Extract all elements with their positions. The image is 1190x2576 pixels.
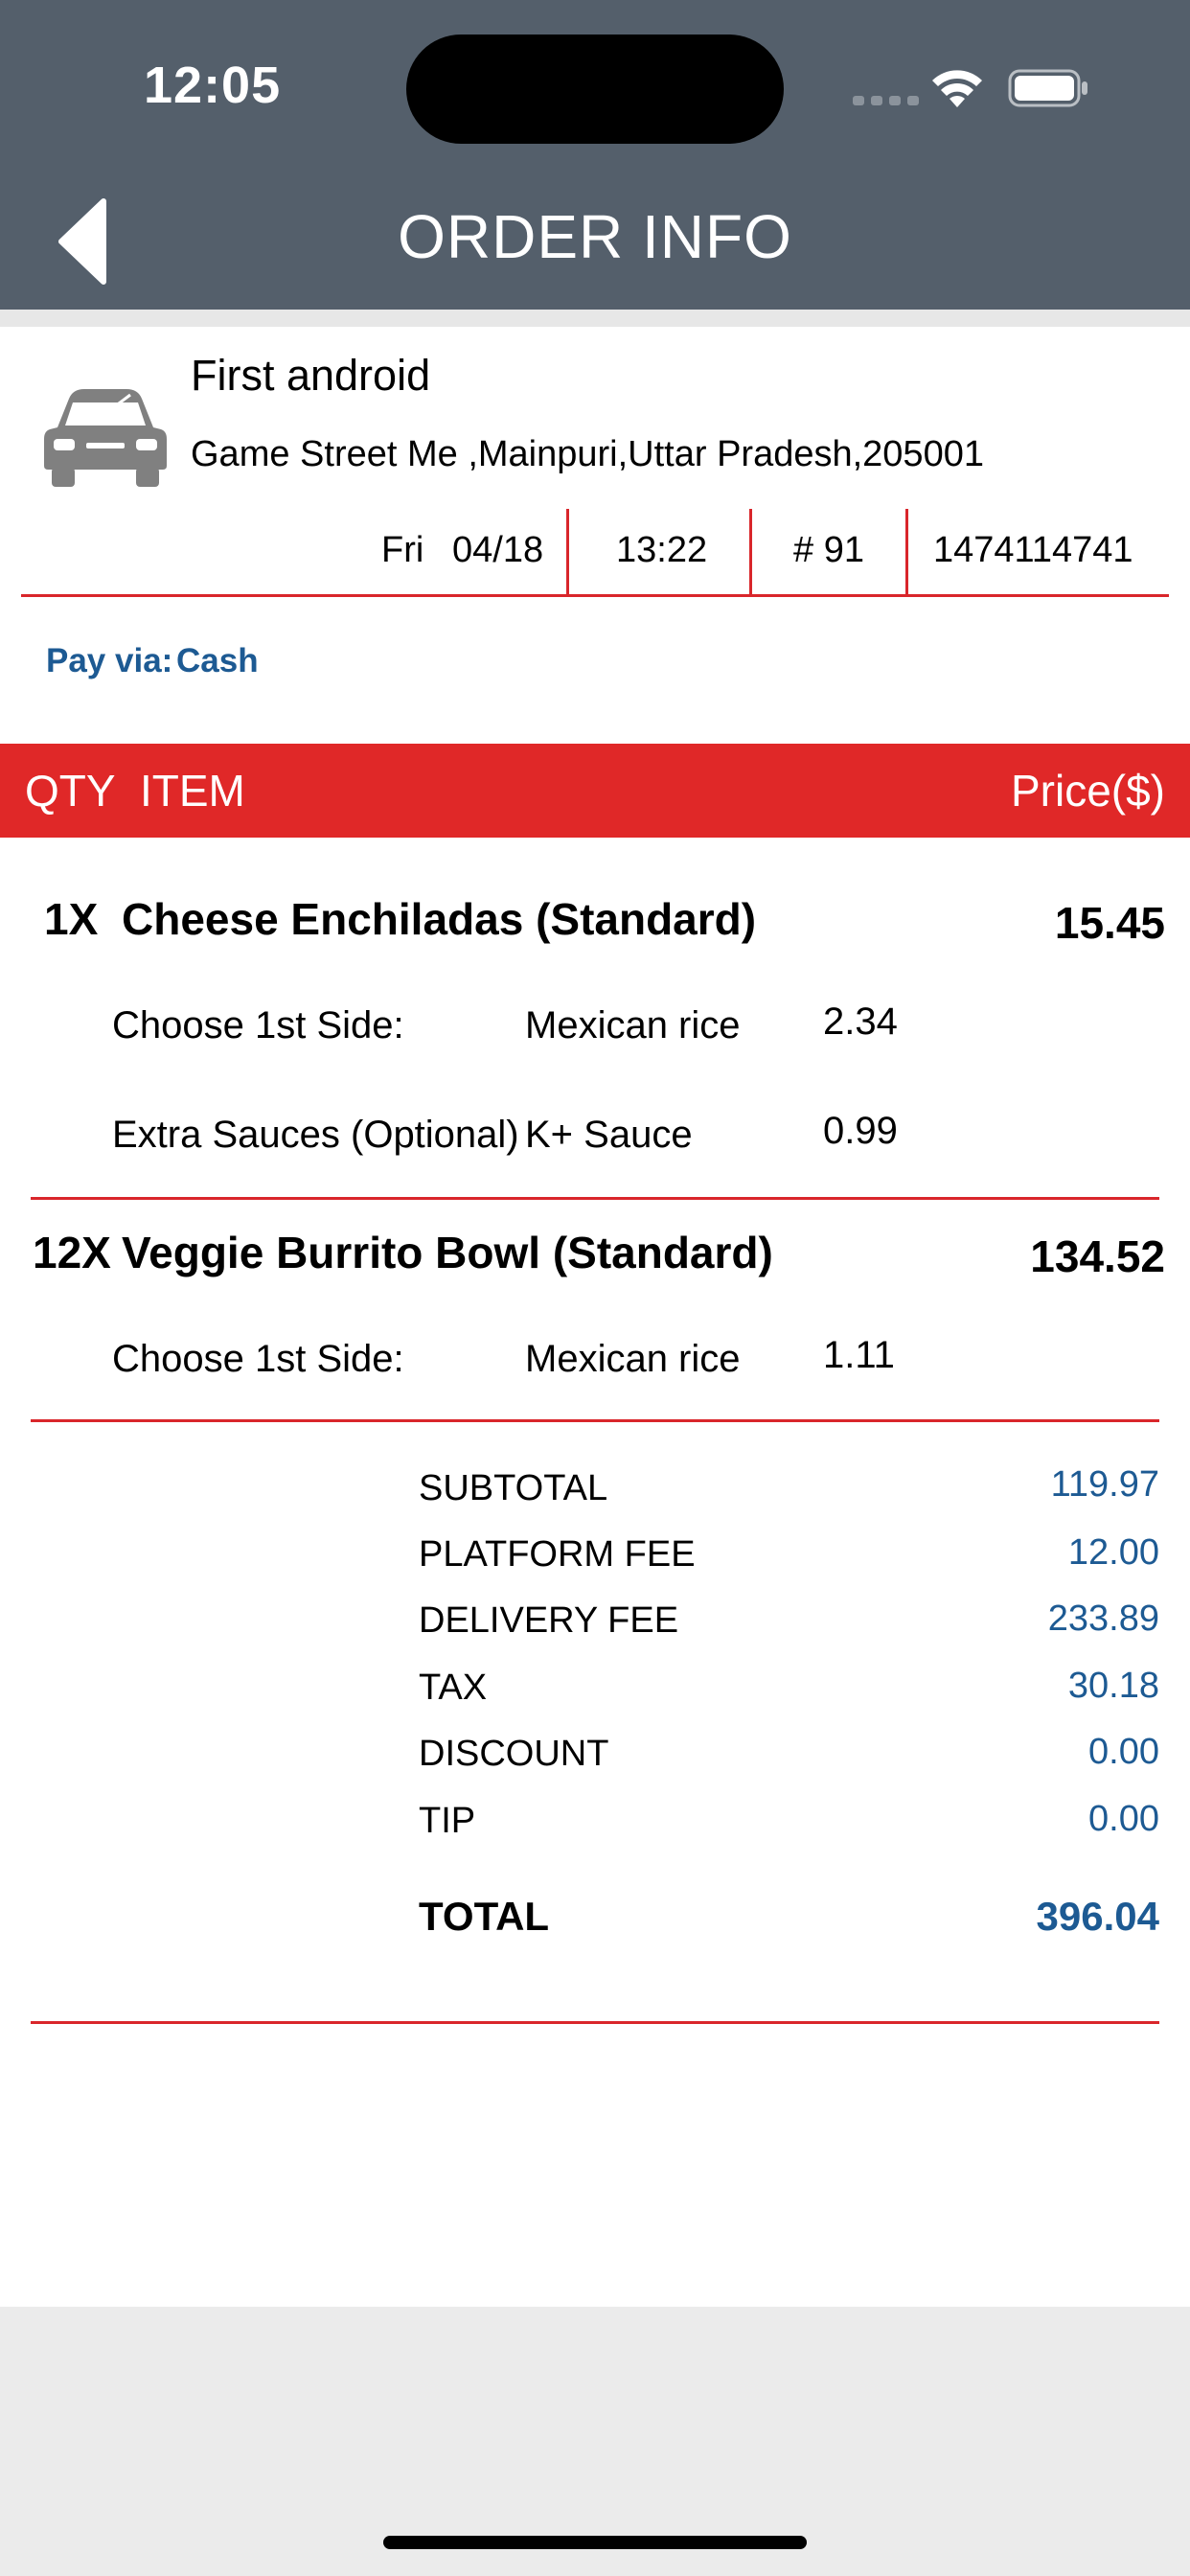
discount-label: DISCOUNT	[419, 1734, 609, 1774]
wifi-icon	[929, 67, 985, 109]
item-qty: 12X	[33, 1228, 111, 1277]
item-price: 15.45	[1054, 898, 1165, 948]
total-label: TOTAL	[419, 1894, 550, 1939]
delivery-fee-value: 233.89	[1047, 1598, 1159, 1639]
tip-label: TIP	[419, 1801, 476, 1841]
item-qty: 1X	[44, 894, 99, 944]
pay-via-label: Pay via:	[46, 642, 173, 679]
dynamic-island	[406, 34, 784, 144]
option-price: 0.99	[823, 1110, 898, 1152]
back-arrow-icon[interactable]	[56, 197, 109, 286]
info-divider	[905, 509, 908, 595]
car-icon	[42, 385, 169, 489]
battery-icon	[1008, 69, 1090, 107]
item-price: 134.52	[1030, 1231, 1165, 1281]
total-value: 396.04	[1036, 1894, 1159, 1939]
option-label: Extra Sauces (Optional)	[112, 1114, 519, 1156]
price-header: Price($)	[1010, 766, 1165, 816]
option-value: K+ Sauce	[525, 1114, 693, 1156]
tip-value: 0.00	[1088, 1799, 1159, 1839]
item-name: Veggie Burrito Bowl (Standard)	[122, 1228, 773, 1277]
customer-name: First android	[191, 351, 431, 400]
delivery-fee-label: DELIVERY FEE	[419, 1600, 679, 1641]
customer-phone: 1474114741	[933, 530, 1133, 570]
pay-method: Cash	[176, 642, 259, 679]
platform-fee-label: PLATFORM FEE	[419, 1534, 696, 1575]
option-label: Choose 1st Side:	[112, 1338, 404, 1380]
order-date: 04/18	[452, 530, 544, 570]
order-time: 13:22	[616, 530, 708, 570]
info-underline	[21, 594, 1169, 597]
item-divider	[31, 1197, 1159, 1200]
items-header-bar: QTY ITEM Price($)	[0, 744, 1190, 838]
option-label: Choose 1st Side:	[112, 1004, 404, 1046]
item-divider	[31, 1419, 1159, 1422]
status-time: 12:05	[144, 57, 282, 114]
subtotal-label: SUBTOTAL	[419, 1468, 608, 1508]
item-header: ITEM	[140, 766, 245, 816]
item-name: Cheese Enchiladas (Standard)	[122, 894, 757, 944]
option-price: 1.11	[823, 1334, 895, 1376]
home-indicator[interactable]	[383, 2536, 807, 2549]
tax-label: TAX	[419, 1668, 488, 1708]
discount-value: 0.00	[1088, 1732, 1159, 1772]
option-value: Mexican rice	[525, 1338, 741, 1380]
order-content	[0, 327, 1190, 2307]
bottom-area	[0, 2307, 1190, 2576]
subtotal-value: 119.97	[1050, 1464, 1159, 1505]
platform-fee-value: 12.00	[1067, 1532, 1159, 1573]
totals-divider	[31, 2021, 1159, 2024]
qty-header: QTY	[25, 766, 116, 816]
order-number: # 91	[793, 530, 864, 570]
tax-value: 30.18	[1067, 1666, 1159, 1706]
option-value: Mexican rice	[525, 1004, 741, 1046]
signal-icon	[853, 94, 920, 107]
header-divider	[0, 310, 1190, 327]
customer-address: Game Street Me ,Mainpuri,Uttar Pradesh,2…	[191, 434, 984, 474]
info-divider	[749, 509, 752, 595]
option-price: 2.34	[823, 1000, 898, 1043]
order-day: Fri	[381, 530, 424, 570]
page-title: ORDER INFO	[398, 202, 792, 271]
info-divider	[566, 509, 569, 595]
